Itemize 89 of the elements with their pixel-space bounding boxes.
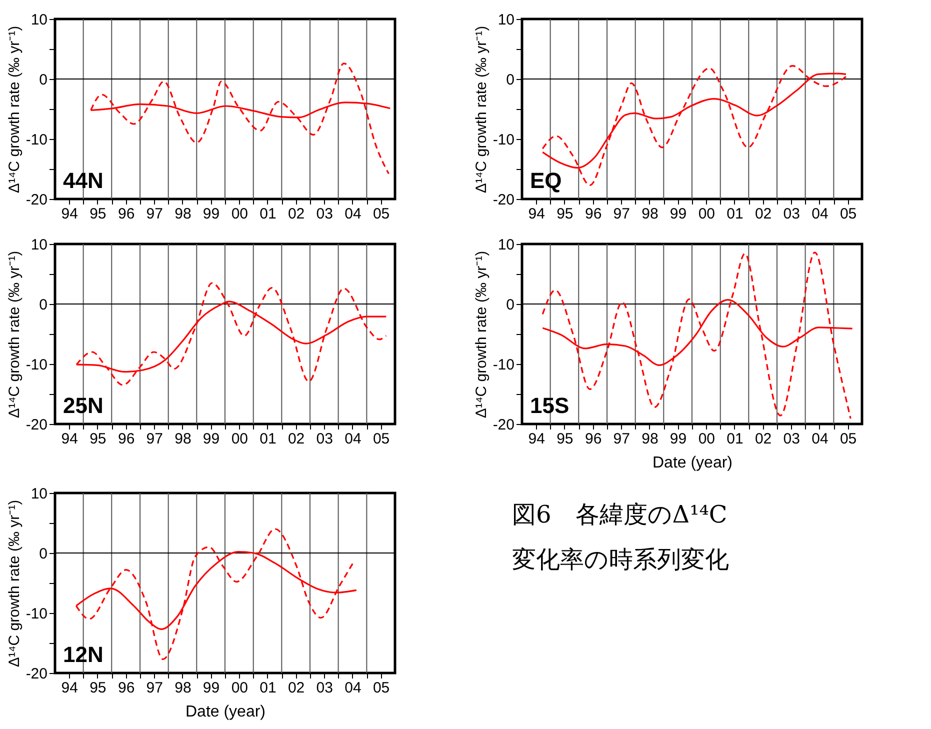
y-tick-label: -20 [26,416,48,434]
x-tick-label: 00 [698,206,715,222]
y-tick-label: 10 [30,12,48,28]
x-tick-label: 95 [90,430,106,448]
x-tick-label: 94 [61,680,78,696]
x-tick-label: 03 [316,430,333,448]
y-tick-label: 0 [506,296,514,314]
x-tick-label: 98 [642,206,658,222]
x-axis-title: Date (year) [185,704,266,720]
y-tick-label: 10 [498,236,514,254]
y-tick-label: -20 [492,192,514,208]
x-tick-label: 97 [613,430,630,448]
x-tick-label: 96 [584,430,602,448]
x-tick-label: 97 [146,206,163,222]
x-tick-label: 94 [61,430,78,448]
x-tick-label: 00 [231,680,248,696]
x-tick-label: 02 [754,430,772,448]
y-tick-label: -20 [26,666,48,682]
y-tick-label: -10 [26,606,48,622]
x-tick-label: 05 [840,430,857,448]
x-tick-label: 02 [754,206,772,222]
x-tick-label: 05 [840,206,857,222]
y-tick-label: 0 [39,72,48,88]
x-tick-label: 96 [118,430,135,448]
x-tick-label: 97 [613,206,630,222]
x-tick-label: 97 [146,430,163,448]
x-tick-label: 02 [288,206,305,222]
y-tick-label: -10 [492,132,514,148]
x-tick-label: 99 [202,680,220,696]
x-axis-title: Date (year) [652,454,733,472]
text: 変化率の時系列変化 [512,546,729,574]
x-tick-label: 99 [670,430,687,448]
x-tick-label: 94 [61,206,78,222]
x-tick-label: 05 [372,680,390,696]
x-tick-label: 98 [642,430,658,448]
x-tick-label: 04 [344,206,362,222]
x-tick-label: 03 [316,680,333,696]
x-tick-label: 99 [202,430,220,448]
x-tick-label: 96 [118,206,135,222]
x-tick-label: 00 [698,430,715,448]
y-tick-label: -10 [492,356,514,374]
x-tick-label: 00 [231,206,248,222]
x-tick-label: 03 [316,206,333,222]
x-tick-label: 98 [174,206,192,222]
x-tick-label: 95 [556,430,574,448]
y-tick-label: 10 [498,12,514,28]
x-tick-label: 99 [202,206,220,222]
y-tick-label: 0 [506,72,514,88]
x-tick-label: 01 [726,430,744,448]
x-tick-label: 05 [372,430,390,448]
y-tick-label: -20 [26,192,48,208]
y-tick-label: 10 [30,236,48,254]
x-tick-label: 04 [812,206,828,222]
x-tick-label: 98 [174,430,192,448]
x-tick-label: 05 [372,206,390,222]
caption: 図6 各緯度のΔ¹⁴C [512,500,728,528]
x-tick-label: 94 [528,430,545,448]
x-tick-label: 01 [260,206,276,222]
y-axis-title: Δ¹⁴C growth rate (‰ yr⁻¹) [6,500,23,668]
y-tick-label: 10 [30,486,48,502]
x-tick-label: 95 [90,206,106,222]
x-tick-label: 95 [90,680,106,696]
y-axis-title: Δ¹⁴C growth rate (‰ yr⁻¹) [6,250,23,418]
x-tick-label: 01 [260,430,276,448]
x-tick-label: 02 [288,680,305,696]
x-tick-label: 95 [556,206,574,222]
x-tick-label: 01 [726,206,744,222]
y-axis-title: Δ¹⁴C growth rate (‰ yr⁻¹) [472,26,490,194]
x-tick-label: 04 [344,430,362,448]
y-axis-title: Δ¹⁴C growth rate (‰ yr⁻¹) [6,26,23,194]
y-tick-label: -10 [26,132,48,148]
y-tick-label: -20 [492,416,514,434]
x-tick-label: 03 [783,430,800,448]
y-tick-label: 0 [39,296,48,314]
x-tick-label: 94 [528,206,545,222]
y-tick-label: 0 [39,546,48,562]
x-tick-label: 98 [174,680,192,696]
x-tick-label: 96 [584,206,602,222]
x-tick-label: 01 [260,680,276,696]
x-tick-label: 04 [344,680,362,696]
x-tick-label: 99 [670,206,687,222]
y-axis-title: Δ¹⁴C growth rate (‰ yr⁻¹) [472,250,490,418]
y-tick-label: -10 [26,356,48,374]
x-tick-label: 00 [231,430,248,448]
x-tick-label: 96 [118,680,135,696]
x-tick-label: 02 [288,430,305,448]
x-tick-label: 97 [146,680,163,696]
x-tick-label: 03 [783,206,800,222]
x-tick-label: 04 [812,430,828,448]
